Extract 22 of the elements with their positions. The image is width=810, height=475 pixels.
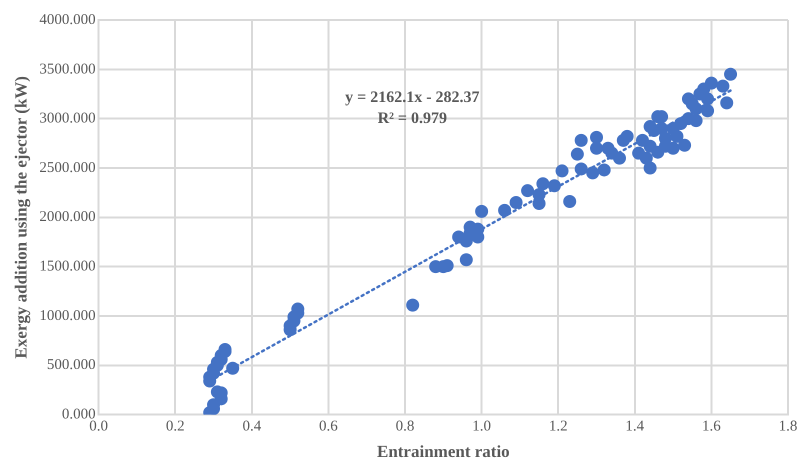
x-tick-label: 0.2 <box>166 418 185 435</box>
y-tick-label: 2000.000 <box>39 209 96 226</box>
annotation: R² = 0.979 <box>378 110 448 127</box>
x-tick-label: 1.2 <box>548 418 568 435</box>
y-axis-title: Exergy addition using the ejector (kW) <box>12 76 31 359</box>
y-tick-label: 4000.000 <box>39 12 96 28</box>
y-tick-label: 2500.000 <box>39 160 96 176</box>
y-tick-label: 500.000 <box>46 357 96 374</box>
y-tick-label: 3500.000 <box>39 61 96 78</box>
x-axis-title: Entrainment ratio <box>376 442 510 462</box>
x-tick-label: 0.4 <box>242 418 262 435</box>
y-tick-label: 3000.000 <box>39 110 96 127</box>
x-tick-label: 1.6 <box>702 418 722 435</box>
x-tick-label: 0.6 <box>319 418 338 435</box>
x-tick-label: 1.4 <box>625 418 645 435</box>
annotation: y = 2162.1x - 282.37 <box>345 89 480 106</box>
y-tick-label: 1000.000 <box>39 308 96 324</box>
x-tick-label: 0.0 <box>89 418 108 435</box>
x-tick-label: 0.8 <box>396 418 414 435</box>
x-tick-label: 1.8 <box>778 418 798 435</box>
x-tick-label: 1.0 <box>472 418 491 435</box>
y-tick-label: 1500.000 <box>39 258 96 275</box>
